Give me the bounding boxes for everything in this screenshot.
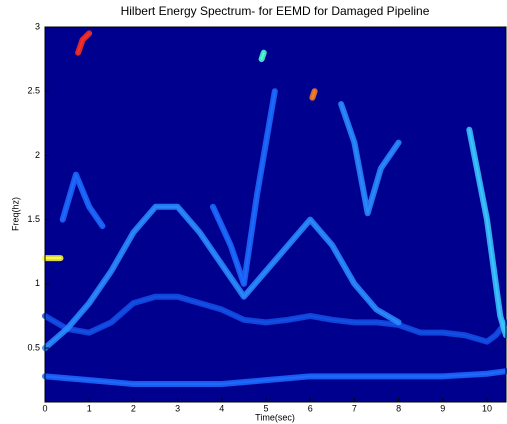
x-tick-label: 8: [396, 403, 401, 413]
ridge: [61, 173, 104, 228]
x-tick-label: 3: [175, 403, 180, 413]
x-tick-label: 6: [308, 403, 313, 413]
x-tick-label: 10: [482, 403, 492, 413]
plot-background: [45, 27, 506, 402]
y-tick-label: 3: [35, 21, 40, 31]
y-axis-label: Freq(hz): [10, 197, 20, 231]
y-tick-label: 2.5: [27, 86, 40, 96]
ridge: [260, 51, 265, 61]
x-tick-label: 1: [87, 403, 92, 413]
ridge: [468, 128, 507, 337]
y-tick-label: 1.5: [27, 214, 40, 224]
x-axis-label: Time(sec): [255, 412, 295, 422]
ridge: [311, 90, 316, 99]
x-tick-label: 2: [131, 403, 136, 413]
ridge: [211, 90, 276, 285]
y-tick-label: 2: [35, 150, 40, 160]
ridge: [44, 205, 400, 350]
ridge: [44, 295, 507, 343]
plot-frame: [44, 26, 507, 403]
x-tick-label: 9: [440, 403, 445, 413]
ridge: [77, 32, 91, 54]
ridge: [340, 103, 400, 215]
x-tick-label: 4: [219, 403, 224, 413]
x-tick-label: 7: [352, 403, 357, 413]
y-tick-label: 1: [35, 278, 40, 288]
x-tick-label: 0: [42, 403, 47, 413]
x-tick-label: 5: [263, 403, 268, 413]
ridge: [44, 370, 507, 386]
chart-title: Hilbert Energy Spectrum- for EEMD for Da…: [121, 4, 430, 18]
y-tick-label: 0.5: [27, 342, 40, 352]
